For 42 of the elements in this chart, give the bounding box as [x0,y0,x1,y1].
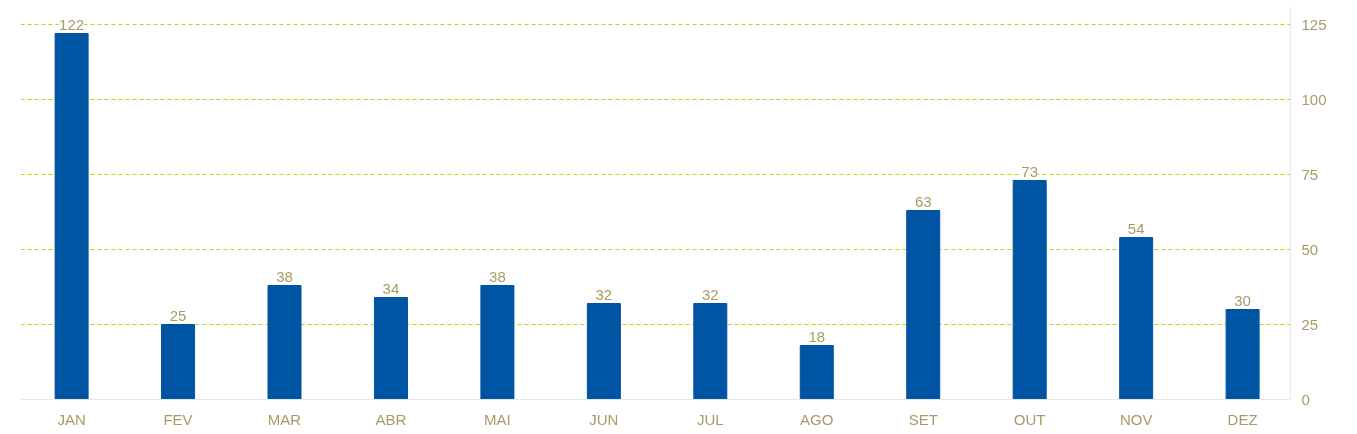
x-tick-label: MAI [484,410,511,428]
y-tick-label: 100 [1301,90,1327,108]
y-tick-label: 50 [1301,240,1319,258]
data-label: 25 [169,306,187,324]
bar [373,297,408,400]
bar [1225,309,1260,400]
data-label: 54 [1127,219,1145,237]
data-label: 38 [276,267,293,285]
x-tick-label: FEV [163,410,193,428]
bar [54,33,89,400]
bar [586,303,621,400]
x-tick-label: MAR [267,410,302,428]
y-tick-label: 0 [1301,390,1310,408]
bar [1119,237,1154,400]
data-label: 18 [808,327,826,345]
bar [161,324,196,400]
data-label: 30 [1234,291,1251,309]
bar [480,285,515,400]
bar [1012,180,1047,400]
data-label: 32 [701,285,719,303]
x-tick-label: JUN [589,410,619,428]
bar [906,210,941,400]
x-tick-label: DEZ [1227,410,1258,428]
x-tick-label: NOV [1119,410,1153,428]
x-tick-label: AGO [800,410,834,428]
y-tick-label: 75 [1301,165,1319,183]
data-label: 32 [595,285,613,303]
x-tick-label: ABR [375,410,407,428]
y-tick-label: 125 [1301,15,1327,33]
bar [693,303,728,400]
y-tick-label: 25 [1301,315,1319,333]
bar [799,345,834,400]
bar [267,285,302,400]
data-label: 34 [382,279,400,297]
data-label: 122 [59,15,85,33]
x-tick-label: JUL [696,410,724,428]
data-label: 38 [489,267,506,285]
data-label: 73 [1021,162,1039,180]
x-tick-label: JAN [57,410,86,428]
x-tick-label: OUT [1013,410,1046,428]
x-tick-label: SET [908,410,938,428]
data-label: 63 [914,192,932,210]
